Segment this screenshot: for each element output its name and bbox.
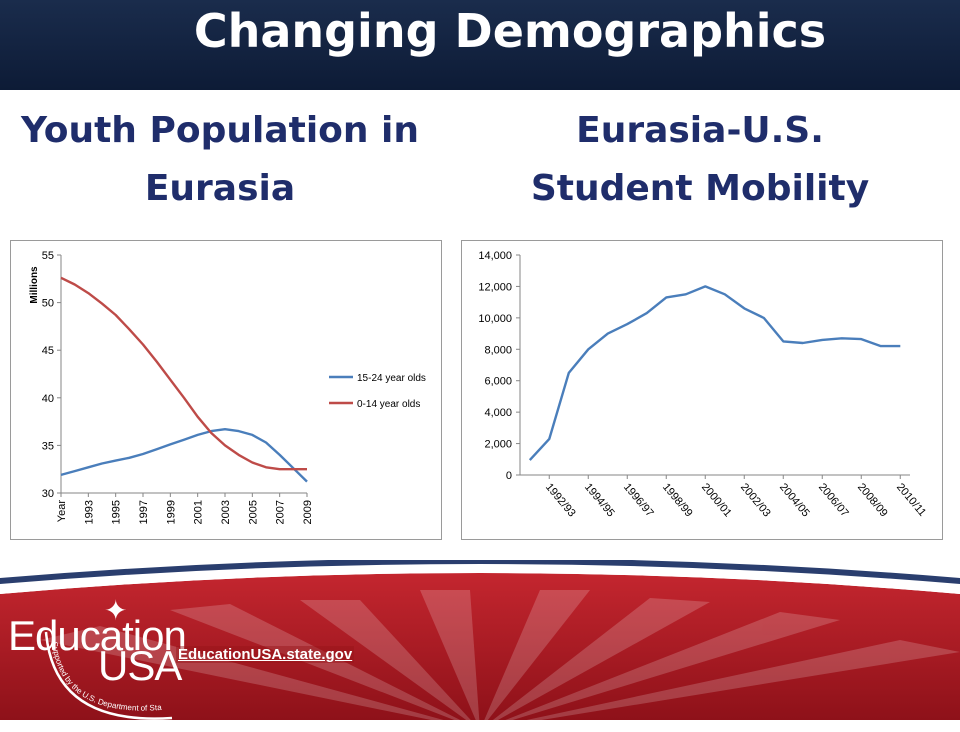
- legend-label: 0-14 year olds: [357, 399, 420, 410]
- logo-word-usa: USA: [98, 642, 182, 689]
- footer-banner: [0, 560, 960, 720]
- header-bar: Changing Demographics: [0, 0, 960, 90]
- y-tick-label: 30: [42, 488, 54, 500]
- y-tick-label: 8,000: [484, 344, 512, 356]
- x-tick-label: 1992/93: [543, 481, 578, 519]
- right-section-title: Eurasia-U.S. Student Mobility: [490, 102, 910, 218]
- page-title: Changing Demographics: [193, 4, 827, 58]
- x-tick-label: 1995: [111, 500, 123, 524]
- x-tick-label: 2007: [275, 500, 287, 524]
- series-line-age-15-24: [60, 428, 308, 483]
- y-tick-label: 0: [506, 470, 512, 482]
- x-tick-label: 2008/09: [855, 481, 890, 519]
- student-mobility-chart-frame: 0 2,000 4,000 6,000 8,000 10,000 12,000 14,000 1…: [461, 240, 943, 540]
- x-tick-label: 2003: [220, 500, 232, 524]
- legend-label: 15-24 year olds: [357, 373, 426, 384]
- x-tick-label: Year: [56, 500, 68, 523]
- logo-word-education: Education: [8, 612, 187, 659]
- y-tick-label: 55: [42, 250, 54, 262]
- star-icon: ✦: [104, 595, 128, 626]
- x-tick-label: 1999: [165, 500, 177, 524]
- logo-tagline: Supported by the U.S. Department of Stat…: [40, 622, 163, 713]
- y-tick-label: 40: [42, 393, 54, 405]
- right-title-line2: Student Mobility: [530, 168, 870, 209]
- x-tick-label: 2002/03: [738, 481, 773, 519]
- series-line-age-0-14: [60, 276, 307, 471]
- site-link[interactable]: EducationUSA.state.gov: [176, 646, 355, 663]
- x-tick-label: 1997: [138, 500, 150, 524]
- y-tick-label: 2,000: [484, 439, 512, 451]
- y-tick-label: 45: [42, 345, 54, 357]
- y-tick-label: 6,000: [484, 376, 512, 388]
- logo-arc: Supported by the U.S. Department of Stat…: [40, 622, 173, 720]
- y-axis-label: Millions: [29, 266, 40, 304]
- y-tick-label: 14,000: [478, 250, 512, 262]
- svg-text:Supported by the U.S. Departme: Supported by the U.S. Department of Stat…: [40, 622, 163, 713]
- x-tick-label: 2000/01: [699, 481, 734, 519]
- right-title-line1: Eurasia-U.S.: [576, 110, 824, 151]
- x-tick-label: 1993: [83, 500, 95, 524]
- y-tick-label: 50: [42, 298, 54, 310]
- y-tick-label: 10,000: [478, 313, 512, 325]
- x-tick-label: 2009: [302, 500, 314, 524]
- left-title-line2: Eurasia: [144, 168, 296, 209]
- left-title-line1: Youth Population in: [20, 110, 420, 151]
- x-tick-label: 2004/05: [777, 481, 812, 519]
- x-tick-label: 2010/11: [894, 481, 928, 519]
- student-mobility-chart: 0 2,000 4,000 6,000 8,000 10,000 12,000 14,000 1…: [478, 250, 928, 519]
- x-tick-label: 2001: [193, 500, 205, 524]
- x-tick-label: 1998/99: [660, 481, 695, 519]
- youth-population-chart-frame: 30 35 40 45 50 55 Millions Year 1993 1995 1997 1999…: [10, 240, 442, 540]
- y-tick-label: 4,000: [484, 407, 512, 419]
- y-tick-label: 35: [42, 440, 54, 452]
- x-tick-label: 2006/07: [816, 481, 851, 519]
- series-line-student-mobility: [528, 285, 901, 461]
- y-tick-label: 12,000: [478, 281, 512, 293]
- x-tick-label: 2005: [247, 500, 259, 524]
- x-tick-label: 1996/97: [621, 481, 656, 519]
- left-section-title: Youth Population in Eurasia: [10, 102, 430, 218]
- x-tick-label: 1994/95: [582, 481, 617, 519]
